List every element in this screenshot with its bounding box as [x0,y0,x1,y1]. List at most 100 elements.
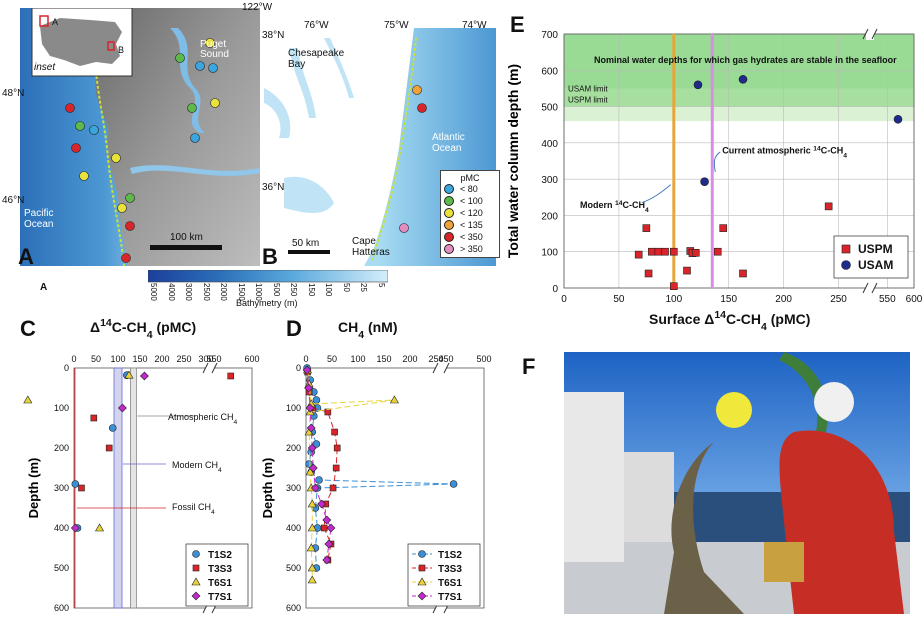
y-tick-label: 400 [286,523,301,533]
y-tick-label: 600 [541,66,558,77]
bathymetry-tick-label: 4000 [166,283,176,301]
legend-swatch [841,244,851,254]
y-tick-label: 600 [286,603,301,613]
chart-panel-c: C Δ14C-CH4 (pMC) Atmospheric CH4 Modern CH… [16,312,262,624]
axis-break-mark [432,362,439,374]
x-tick-label: 300 [198,354,213,364]
pmc-legend-item: > 350 [444,243,496,255]
modern-ch4-line [672,34,676,288]
chart-panel-e: E Nominal water depths for which gas hyd… [496,10,922,344]
legend-swatch [192,550,200,558]
bathymetry-tick-label: 5 [377,283,386,288]
pmc-legend-swatch [444,232,454,242]
legend-swatch [417,591,427,601]
x-tick-label: 100 [665,294,682,305]
data-point-t6s1 [124,370,134,379]
y-tick-label: 200 [286,443,301,453]
data-point-uspm [644,269,653,278]
legend-label: T1S2 [438,550,462,561]
x-tick-label: 200 [775,294,792,305]
x-tick-label: 250 [830,294,847,305]
pmc-legend-swatch [444,208,454,218]
x-tick-label: 50 [613,294,625,305]
axis-break-mark [871,28,878,40]
legend-label: T7S1 [438,592,462,603]
bathymetry-tick-label: 150 [306,283,316,297]
axis-break-gap [866,28,874,40]
y-tick-label: 500 [286,563,301,573]
data-point-t6s1 [95,523,105,532]
data-point-t1s2 [312,396,321,404]
y-tick-label: 500 [541,103,558,114]
fossil-annotation: Fossil CH4 [172,502,215,516]
pmc-legend-item: < 80 [444,183,496,195]
legend-swatch [191,577,201,586]
axis-break-mark [443,362,450,374]
legend-box [833,235,909,279]
data-point-uspm [634,250,643,259]
pmc-legend-swatch [444,220,454,230]
data-point-t7s1 [324,539,334,549]
x-tick-label: 600 [244,354,259,364]
data-point-uspm [661,247,669,256]
legend-label: T6S1 [208,578,232,589]
axis-break-mark [202,362,209,374]
chart-c-svg: Δ14C-CH4 (pMC) Atmospheric CH4 Modern CH4 F… [23,317,260,614]
data-point-t6s1 [307,499,317,508]
data-point-uspm [719,224,728,232]
data-point-t3s3 [90,414,98,422]
y-tick-label: 400 [54,523,69,533]
x-tick-label: 450 [438,354,453,364]
axis-break-mark [211,362,218,374]
pmc-legend-label: < 80 [460,184,478,194]
uspm-limit-label: USPM limit [568,96,608,105]
data-point-usam [693,80,703,90]
data-point-t6s1 [305,467,315,476]
scale-bar-a [150,245,222,250]
atmospheric-ch4-line [710,34,714,288]
usam-uspm-band [564,88,914,107]
data-point-t6s1 [23,395,33,404]
chart-title: CH4 (nM) [338,319,398,341]
data-point-usam [893,114,903,124]
legend-swatch [192,564,200,572]
y-tick-label: 100 [286,403,301,413]
data-point-t6s1 [389,395,399,404]
axis-break-gap [436,362,446,374]
pmc-legend-item: < 120 [444,207,496,219]
pmc-legend-swatch [444,184,454,194]
usam-limit-label: USAM limit [568,84,608,93]
y-tick-label: 0 [296,363,301,373]
panel-label-e: E [510,12,525,37]
pmc-legend: pMC < 80 < 100 < 120 < 135 < 350 > 350 [440,170,500,258]
puget-sound-label: Puget Sound [200,39,229,60]
panel-label-a: A [18,244,34,269]
data-point-t7s1 [322,515,332,525]
data-point-uspm [683,266,691,275]
lat-38-label: 38°N [262,30,285,41]
bathymetry-tick-label: 25 [359,283,369,292]
data-point-uspm [824,202,833,211]
pmc-legend-swatch [444,196,454,206]
legend-label: T6S1 [438,578,462,589]
data-point-t7s1 [117,403,127,413]
y-tick-label: 100 [54,403,69,413]
inset-box-a [39,15,49,27]
shelf-edge-line-b [371,37,417,261]
data-point-t7s1 [139,371,149,381]
data-point-t7s1 [302,365,312,375]
y-tick-label: 200 [541,211,558,222]
modern-arrow [641,184,672,204]
sample-dots-b [399,85,427,233]
pmc-legend-swatch [444,244,454,254]
y-tick-label: 400 [541,139,558,150]
x-tick-label: 150 [720,294,737,305]
x-tick-label: 250 [428,354,443,364]
atlantic-ocean-label: Atlantic Ocean [432,132,465,154]
scale-label-a: 100 km [170,232,203,243]
pmc-legend-item: < 135 [444,219,496,231]
bathymetry-tick-label: 3000 [184,283,194,301]
y-axis-label: Total water column depth (m) [505,64,521,258]
data-point-t7s1 [70,523,80,533]
